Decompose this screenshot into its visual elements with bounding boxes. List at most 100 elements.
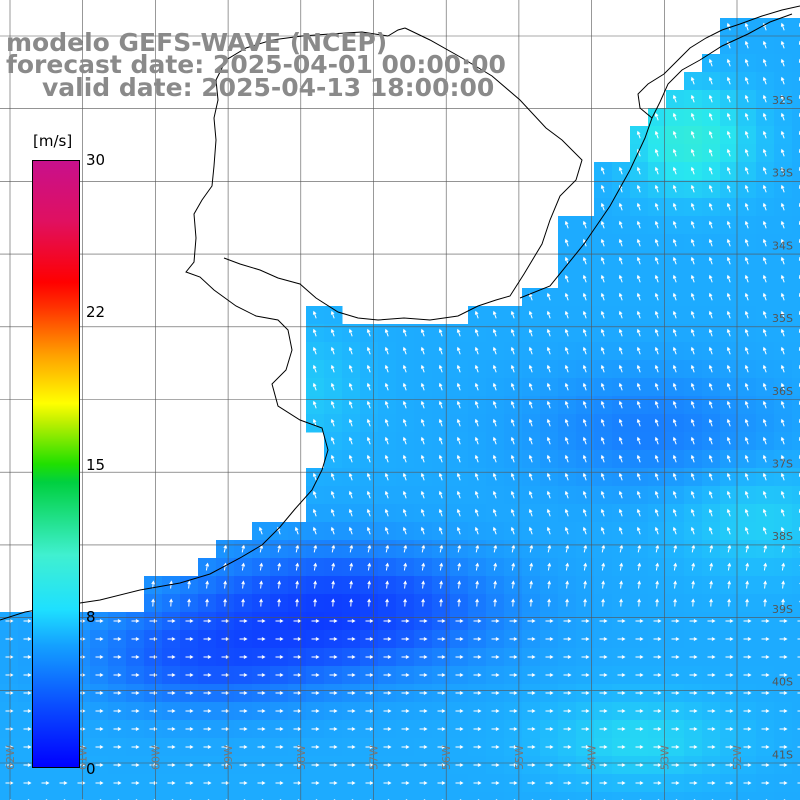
wind-arrow-1015 xyxy=(581,745,590,749)
wind-arrow-1096 xyxy=(419,781,428,785)
wind-arrow-707 xyxy=(707,619,716,623)
wind-arrow-284 xyxy=(492,382,497,391)
wind-arrow-898 xyxy=(95,709,104,713)
wind-arrow-544 xyxy=(529,544,534,553)
wind-arrow-59 xyxy=(780,148,785,157)
wind-arrow-687 xyxy=(347,619,356,623)
wind-arrow-321 xyxy=(654,400,659,409)
wind-arrow-307 xyxy=(402,400,407,409)
wind-arrow-770 xyxy=(221,655,230,659)
wind-arrow-907 xyxy=(257,709,266,713)
wind-arrow-374 xyxy=(618,436,623,445)
wind-arrow-612 xyxy=(475,580,479,589)
wind-arrow-931 xyxy=(689,709,698,713)
wind-arrow-413 xyxy=(330,472,335,481)
wind-arrow-1060 xyxy=(581,763,590,767)
wind-arrow-164 xyxy=(726,292,731,301)
wind-arrow-825 xyxy=(401,673,410,677)
wind-arrow-615 xyxy=(529,580,533,589)
wind-cell-756 xyxy=(792,630,800,649)
wind-arrow-733 xyxy=(365,637,374,641)
wind-arrow-41 xyxy=(636,130,641,139)
wind-arrow-1073 xyxy=(5,781,14,785)
wind-arrow-788 xyxy=(545,655,554,659)
lat-label-41S: 41S xyxy=(772,748,793,761)
wind-arrow-320 xyxy=(636,400,641,409)
longitude-labels: 62W 61W 60W 59W 58W 57W 56W 55W 54W 53W 52W xyxy=(4,745,744,770)
wind-arrow-1113 xyxy=(725,781,734,785)
wind-arrow-489 xyxy=(690,508,695,517)
wind-arrow-810 xyxy=(131,673,140,677)
wind-arrow-554 xyxy=(709,544,714,553)
wind-arrow-685 xyxy=(311,619,320,623)
wind-arrow-224 xyxy=(420,346,425,355)
wind-arrow-928 xyxy=(635,709,644,713)
wind-arrow-382 xyxy=(762,436,767,445)
wind-arrow-251 xyxy=(402,364,407,373)
wind-arrow-606 xyxy=(367,580,371,589)
wind-arrow-599 xyxy=(241,580,245,589)
wind-arrow-597 xyxy=(205,580,209,589)
wind-cell-1152 xyxy=(630,792,649,800)
wind-cell-1136 xyxy=(342,792,361,800)
wind-arrow-1037 xyxy=(167,763,176,767)
wind-arrow-478 xyxy=(492,508,497,517)
wind-arrow-917 xyxy=(437,709,446,713)
wind-arrow-1035 xyxy=(131,763,140,767)
wind-arrow-838 xyxy=(635,673,644,677)
wind-arrow-1052 xyxy=(437,763,446,767)
wind-arrow-981 xyxy=(779,727,788,731)
wind-arrow-472 xyxy=(384,508,389,517)
wind-arrow-294 xyxy=(672,382,677,391)
wind-arrow-105 xyxy=(708,220,713,229)
wind-arrow-427 xyxy=(582,472,587,481)
wind-arrow-101 xyxy=(636,220,641,229)
wind-arrow-962 xyxy=(437,727,446,731)
wind-arrow-1 xyxy=(726,22,731,31)
wind-arrow-723 xyxy=(185,637,194,641)
wind-arrow-643 xyxy=(367,598,371,607)
wind-arrow-568 xyxy=(349,562,354,571)
wind-arrow-618 xyxy=(583,580,587,589)
lat-label-36S: 36S xyxy=(772,385,793,398)
wind-arrow-373 xyxy=(600,436,605,445)
wind-arrow-1027 xyxy=(797,746,800,748)
wind-arrow-967 xyxy=(527,727,536,731)
wind-arrow-68 xyxy=(726,166,731,175)
wind-arrow-181 xyxy=(654,310,659,319)
wind-arrow-704 xyxy=(653,619,662,623)
wind-arrow-410 xyxy=(780,454,785,463)
wind-arrow-1039 xyxy=(203,763,212,767)
wind-arrow-492 xyxy=(744,508,749,517)
lat-label-39S: 39S xyxy=(772,603,793,616)
wind-arrow-98 xyxy=(582,220,587,229)
wind-arrow-812 xyxy=(167,673,176,677)
wind-arrow-144 xyxy=(654,274,659,283)
wind-arrow-488 xyxy=(672,508,677,517)
wind-arrow-757 xyxy=(797,638,800,640)
wind-arrow-104 xyxy=(690,220,695,229)
wind-arrow-611 xyxy=(457,580,461,589)
wind-arrow-169 xyxy=(312,310,317,319)
wind-arrow-915 xyxy=(401,709,410,713)
wind-arrow-440 xyxy=(312,490,317,499)
wind-arrow-522 xyxy=(726,526,731,535)
wind-cell-1144 xyxy=(486,792,505,800)
wind-arrow-958 xyxy=(365,727,374,731)
wind-arrow-1014 xyxy=(563,745,572,749)
wind-arrow-482 xyxy=(564,508,569,517)
wind-arrow-789 xyxy=(563,655,572,659)
wind-arrow-156 xyxy=(582,292,587,301)
wind-cell-801 xyxy=(792,648,800,667)
wind-arrow-965 xyxy=(491,727,500,731)
wind-arrow-814 xyxy=(203,673,212,677)
wind-arrow-29 xyxy=(762,94,767,103)
wind-arrow-487 xyxy=(654,508,659,517)
wind-arrow-656 xyxy=(601,598,605,607)
wind-arrow-159 xyxy=(636,292,641,301)
wind-arrow-230 xyxy=(528,346,533,355)
wind-arrow-185 xyxy=(726,310,731,319)
wind-arrow-92 xyxy=(726,202,731,211)
wind-arrow-250 xyxy=(384,364,389,373)
